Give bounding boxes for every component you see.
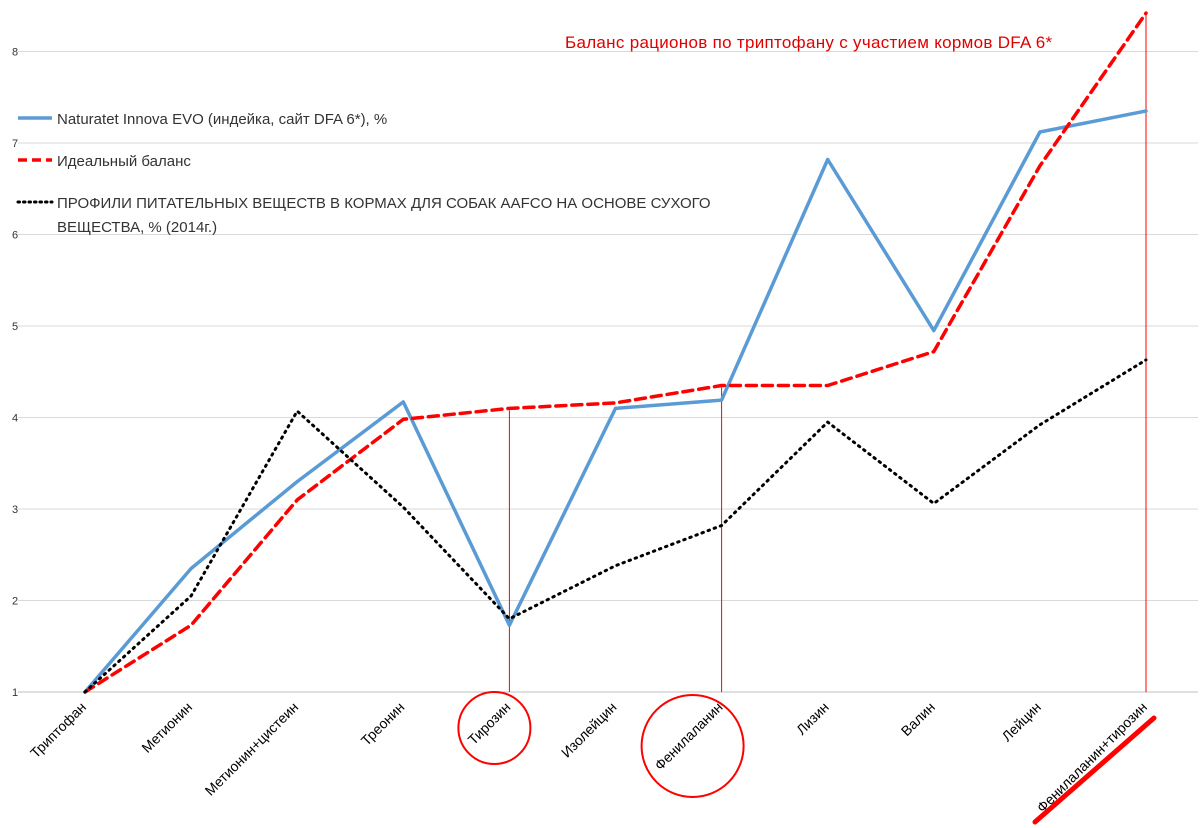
y-tick-label: 3	[12, 504, 18, 516]
naturatet-line	[83, 109, 1148, 694]
chart-title: Баланс рационов по триптофану с участием…	[565, 33, 1053, 52]
series-lines	[83, 11, 1148, 694]
legend-label-aafco-line-2: ВЕЩЕСТВА, % (2014г.)	[57, 219, 217, 236]
x-category-label: Фенилаланин+тирозин	[1033, 699, 1150, 816]
y-tick-label: 6	[12, 230, 18, 242]
x-category-label: Триптофан	[27, 699, 89, 761]
x-category-label: Валин	[898, 699, 938, 739]
y-tick-label: 8	[12, 47, 18, 59]
x-axis-labels: Триптофан Метионин Метионин+цистеин Треонин…	[27, 699, 1150, 816]
x-category-label: Лейцин	[999, 699, 1045, 745]
highlight-circle	[457, 691, 532, 765]
aafco-line	[83, 358, 1148, 694]
x-category-label: Метионин+цистеин	[202, 699, 302, 799]
y-tick-label: 4	[12, 413, 18, 425]
x-category-label: Изолейцин	[558, 699, 620, 761]
grid	[18, 51, 1198, 693]
highlight-underline	[1032, 715, 1157, 825]
highlight-circle	[640, 694, 745, 798]
y-tick-label: 7	[12, 138, 18, 150]
legend-label-ideal: Идеальный баланс	[57, 153, 191, 170]
y-tick-label: 2	[12, 596, 18, 608]
x-category-label: Тирозин	[465, 699, 514, 748]
y-tick-label: 1	[12, 687, 18, 699]
y-axis-ticks: 1 2 3 4 5 6 7 8	[12, 47, 18, 700]
x-category-label: Фенилаланин	[651, 699, 725, 773]
legend-label-naturatet: Naturatet Innova EVO (индейка, сайт DFA …	[57, 111, 387, 128]
x-category-label: Лизин	[793, 699, 832, 738]
y-tick-label: 5	[12, 321, 18, 333]
x-category-label: Метионин	[138, 699, 195, 756]
ideal-balance-line	[83, 11, 1148, 694]
legend: Naturatet Innova EVO (индейка, сайт DFA …	[16, 111, 711, 236]
annotation-circles	[457, 691, 1157, 825]
legend-label-aafco-line-1: ПРОФИЛИ ПИТАТЕЛЬНЫХ ВЕЩЕСТВ В КОРМАХ ДЛЯ…	[57, 195, 711, 212]
annotation-markers	[508, 13, 1147, 692]
x-category-label: Треонин	[358, 699, 408, 749]
